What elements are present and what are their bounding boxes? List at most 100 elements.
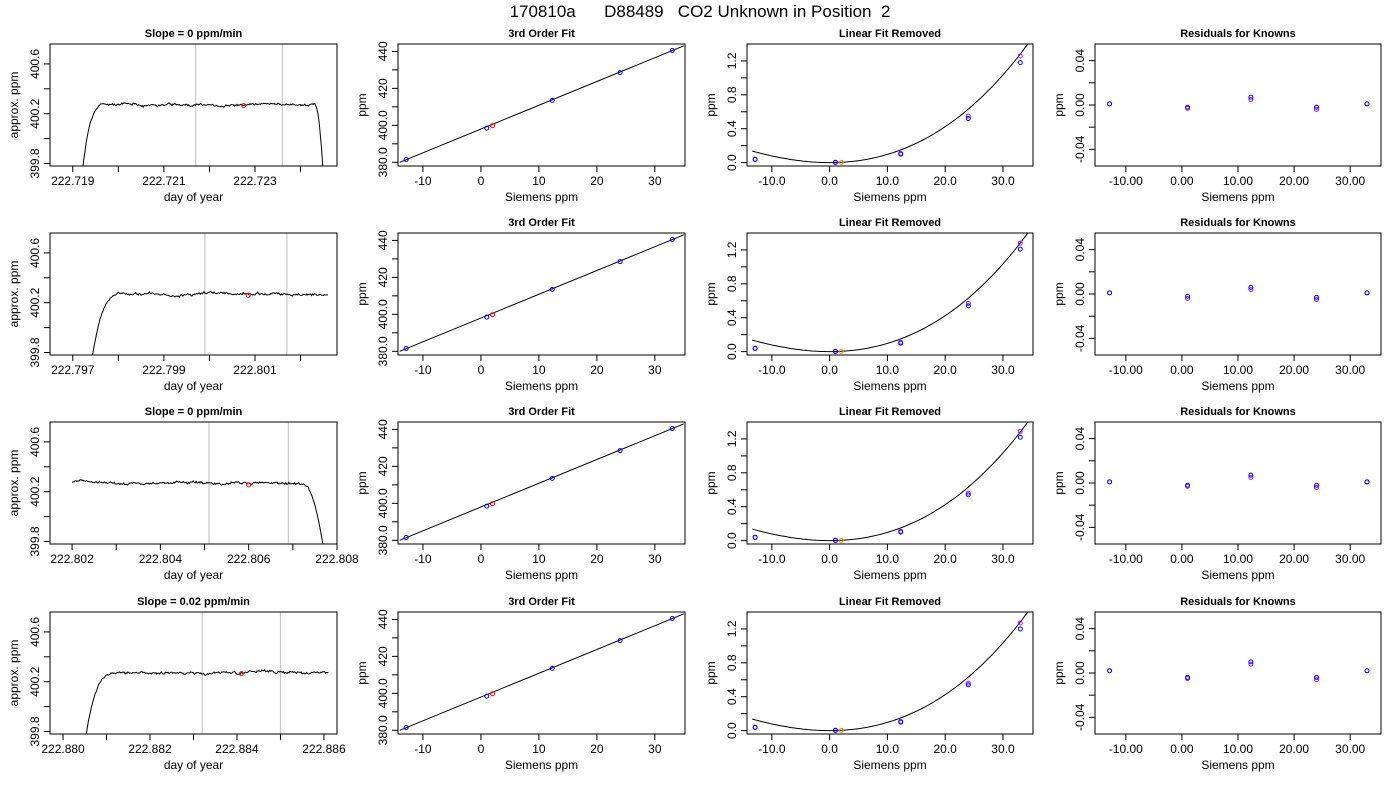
y-tick-label: 1.2	[725, 620, 739, 637]
y-tick-label: 400.0	[376, 678, 390, 708]
y-axis-label: ppm	[704, 282, 718, 305]
residual-point-primary	[1248, 284, 1254, 290]
sample-mean-point	[238, 671, 244, 677]
y-axis-label: ppm	[355, 93, 369, 116]
panel-title: Slope = 0 ppm/min	[145, 28, 243, 40]
x-tick-label: 30	[648, 742, 662, 756]
unknown-point	[490, 312, 496, 318]
y-tick-label: -0.04	[1073, 703, 1087, 731]
y-tick-label: 399.8	[28, 148, 42, 178]
plot-area	[752, 422, 1029, 544]
y-tick-label: 0.4	[725, 309, 739, 326]
residual-point-primary	[1107, 290, 1113, 296]
known-standard-point	[669, 425, 675, 431]
known-point-primary	[752, 156, 758, 162]
plot-frame	[1094, 232, 1382, 356]
plot-area	[752, 44, 1029, 166]
panel-linear-removed-row-1: Linear Fit Removed -10.0 0.0 10.0 20.0 30.0 0.…	[704, 28, 1034, 204]
known-point-secondary	[965, 490, 971, 496]
y-axis-label: ppm	[1052, 471, 1066, 494]
x-tick-label: 30.00	[1335, 174, 1365, 188]
x-tick-label: 222.880	[41, 742, 85, 756]
y-tick-label: 399.8	[28, 526, 42, 556]
y-tick-label: 400.0	[376, 488, 390, 518]
y-tick-label: 0.4	[725, 688, 739, 705]
x-tick-label: 222.721	[142, 174, 186, 188]
residual-point-primary	[1185, 482, 1191, 488]
plot-frame	[49, 43, 338, 167]
x-axis-label: Siemens ppm	[853, 190, 926, 204]
known-point-primary	[752, 724, 758, 730]
y-tick-label: 0.0	[725, 532, 739, 549]
panel-calibration-row-3: 3rd Order Fit -10 0 10 20 30 380.0 400.0 420 440 S…	[355, 406, 686, 582]
y-tick-label: 1.2	[725, 52, 739, 69]
x-tick-label: 0.00	[1170, 363, 1194, 377]
y-axis-label: approx. ppm	[7, 640, 21, 707]
known-standard-point	[484, 125, 490, 131]
y-tick-label: 0.00	[1073, 282, 1087, 306]
residual-point-primary	[1185, 293, 1191, 299]
known-point-secondary	[1017, 620, 1023, 626]
x-tick-label: 222.886	[302, 742, 346, 756]
y-tick-label: 1.2	[725, 430, 739, 447]
plot-frame	[746, 611, 1034, 735]
residual-point-primary	[1314, 482, 1320, 488]
known-standard-point	[403, 725, 409, 731]
y-tick-label: 0.04	[1073, 49, 1087, 73]
x-axis-label: day of year	[164, 379, 223, 393]
y-tick-label: 0.8	[725, 654, 739, 671]
x-tick-label: -10	[414, 552, 432, 566]
panel-title: Linear Fit Removed	[839, 406, 941, 418]
x-tick-label: 0	[478, 174, 485, 188]
known-point-secondary	[1017, 240, 1023, 246]
y-tick-label: 399.8	[28, 716, 42, 746]
x-tick-label: 10.00	[1223, 174, 1253, 188]
x-axis-label: Siemens ppm	[853, 379, 926, 393]
x-tick-label: 30	[648, 363, 662, 377]
known-point-primary	[1017, 246, 1023, 252]
plot-frame	[49, 611, 338, 735]
cubic-residual-curve	[752, 422, 1029, 542]
plot-area	[752, 612, 1029, 734]
panel-linear-removed-row-3: Linear Fit Removed -10.0 0.0 10.0 20.0 30.0 0.…	[704, 406, 1034, 582]
known-standard-point	[617, 70, 623, 76]
x-axis-label: Siemens ppm	[505, 190, 578, 204]
known-standard-point	[549, 97, 555, 103]
x-tick-label: 222.723	[233, 174, 277, 188]
residual-point-secondary	[1314, 484, 1320, 490]
panel-residuals-row-1: Residuals for Knowns -10.00 0.00 10.00 20.00…	[1052, 28, 1382, 204]
y-tick-label: 0.00	[1073, 661, 1087, 685]
y-tick-label: 440	[376, 419, 390, 439]
fit-line	[399, 613, 685, 731]
y-tick-label: 420	[376, 267, 390, 287]
panel-title: Residuals for Knowns	[1180, 217, 1296, 229]
x-tick-label: 0.0	[821, 363, 838, 377]
y-tick-label: 420	[376, 78, 390, 98]
x-axis-label: Siemens ppm	[1201, 758, 1274, 772]
x-tick-label: -10	[414, 174, 432, 188]
panel-residuals-row-3: Residuals for Knowns -10.00 0.00 10.00 20.00…	[1052, 406, 1382, 582]
residual-point-primary	[1248, 94, 1254, 100]
plot-area	[399, 234, 685, 352]
x-tick-label: 222.806	[227, 552, 271, 566]
x-tick-label: 30	[648, 552, 662, 566]
y-tick-label: 400.6	[28, 427, 42, 457]
plot-frame	[49, 421, 338, 545]
residual-point-secondary	[1248, 661, 1254, 667]
x-axis-label: day of year	[164, 758, 223, 772]
plot-frame	[1094, 611, 1382, 735]
known-point-secondary	[965, 680, 971, 686]
y-tick-label: 420	[376, 646, 390, 666]
residual-point-primary	[1107, 101, 1113, 107]
y-tick-label: 400.0	[376, 110, 390, 140]
panel-title: Residuals for Knowns	[1180, 28, 1296, 40]
known-standard-point	[669, 236, 675, 242]
y-tick-label: 440	[376, 609, 390, 629]
panel-time-series-row-2: 222.797 222.799 222.801 399.8 400.2 400.6 day …	[7, 232, 338, 393]
residual-point-primary	[1314, 104, 1320, 110]
y-tick-label: 380.0	[376, 525, 390, 555]
x-tick-label: 20.00	[1279, 552, 1309, 566]
y-axis-label: approx. ppm	[7, 72, 21, 139]
x-tick-label: 30.0	[991, 552, 1015, 566]
